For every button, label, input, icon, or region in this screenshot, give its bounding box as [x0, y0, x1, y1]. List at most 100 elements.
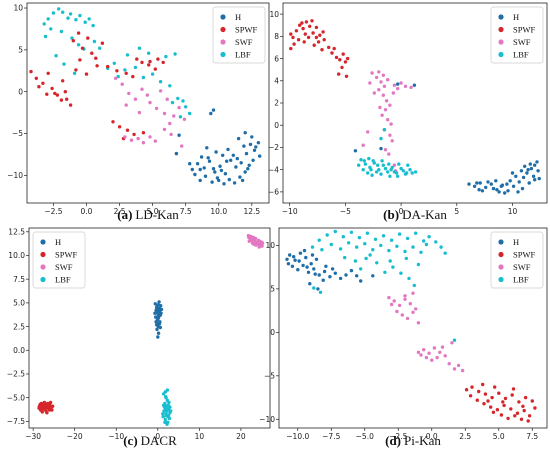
x-tick-label: 7.5 [180, 207, 192, 216]
data-point [221, 153, 225, 157]
data-point [371, 159, 375, 163]
data-point [520, 186, 525, 191]
y-tick-label: 2 [274, 99, 279, 108]
data-point [380, 113, 384, 117]
data-point [368, 253, 372, 257]
data-point [404, 256, 408, 261]
series-h [174, 108, 262, 186]
data-point [395, 244, 399, 248]
data-point [161, 60, 165, 65]
data-point [387, 248, 391, 253]
data-point [202, 166, 206, 170]
data-point [304, 20, 309, 24]
data-point [517, 180, 521, 184]
data-point [86, 36, 90, 40]
data-point [501, 400, 505, 404]
data-point [156, 314, 160, 318]
data-point [355, 274, 359, 278]
data-point [372, 91, 376, 95]
legend-label-spwf: SPWF [513, 25, 535, 35]
data-point [238, 175, 242, 179]
data-point [427, 351, 431, 355]
data-point [306, 35, 311, 40]
data-point [349, 268, 354, 273]
legend-marker-lbf [220, 51, 226, 58]
data-point [92, 39, 97, 44]
data-point [177, 133, 181, 137]
data-point [392, 163, 397, 167]
data-point [80, 46, 85, 50]
caption-letter: (b) [383, 207, 399, 222]
data-point [59, 29, 64, 34]
y-tick-label: −10 [259, 415, 275, 424]
data-point [170, 100, 175, 105]
data-point [62, 62, 66, 66]
data-point [153, 311, 157, 315]
data-point [252, 242, 256, 246]
data-point [389, 238, 394, 242]
data-point [243, 131, 247, 135]
data-point [389, 302, 394, 307]
data-point [310, 253, 315, 257]
data-point [46, 17, 50, 21]
data-point [371, 274, 375, 278]
legend-label-h: H [513, 12, 519, 22]
panel-b: −10 −5 0 5 10 −6 −4 −2 0 2 4 6 8 10 H SPWF SWF LBF (b) DA-K… [268, 2, 548, 222]
y-tick-label: −6 [268, 188, 279, 197]
data-point [363, 242, 367, 246]
y-tick-label: 12.5 [8, 227, 25, 236]
data-point [383, 270, 387, 274]
data-point [416, 321, 421, 325]
data-point [376, 163, 380, 167]
data-point [159, 304, 163, 308]
data-point [302, 248, 307, 253]
data-point [443, 354, 447, 358]
data-point [302, 40, 306, 44]
data-point [164, 396, 168, 400]
data-point [156, 335, 160, 339]
data-point [353, 259, 358, 263]
data-point [527, 414, 532, 418]
data-point [47, 405, 51, 409]
data-point [195, 162, 200, 166]
data-point [369, 168, 373, 172]
data-point [495, 408, 500, 412]
data-point [322, 38, 326, 42]
legend: H SPWF SWF LBF [212, 6, 266, 64]
data-point [127, 91, 131, 96]
y-tick-label: 0 [18, 87, 23, 96]
data-point [382, 84, 387, 89]
data-point [370, 71, 374, 75]
x-tick-label: 10 [508, 207, 518, 216]
legend-frame [32, 231, 86, 289]
data-point [304, 255, 308, 260]
data-point [470, 385, 474, 389]
data-point [484, 185, 488, 190]
data-point [76, 31, 81, 35]
data-point [399, 271, 403, 275]
data-point [341, 52, 345, 56]
data-point [359, 279, 363, 283]
legend: H SPWF SWF LBF [32, 231, 86, 289]
data-point [396, 174, 400, 178]
data-point [177, 105, 181, 110]
caption-name: DACR [141, 433, 177, 448]
data-point [247, 235, 251, 240]
data-point [247, 163, 251, 167]
y-tick-label: 8 [274, 32, 279, 41]
data-point [427, 235, 431, 239]
y-tick-label: 7.5 [13, 275, 25, 284]
data-point [243, 170, 247, 174]
y-tick-label: 5 [270, 285, 275, 294]
data-point [150, 72, 155, 76]
x-tick-label: −10.0 [286, 432, 309, 441]
x-tick-label: −10 [282, 207, 298, 216]
data-point [357, 163, 361, 167]
data-point [247, 239, 251, 243]
data-point [211, 108, 216, 112]
data-point [515, 411, 520, 415]
data-point [232, 181, 237, 185]
data-point [439, 245, 443, 249]
panel-a: −2.5 0.0 2.5 5.0 7.5 10.0 12.5 −10 −5 0 5 10 H SPWF SW… [7, 2, 270, 222]
data-point [491, 410, 496, 414]
